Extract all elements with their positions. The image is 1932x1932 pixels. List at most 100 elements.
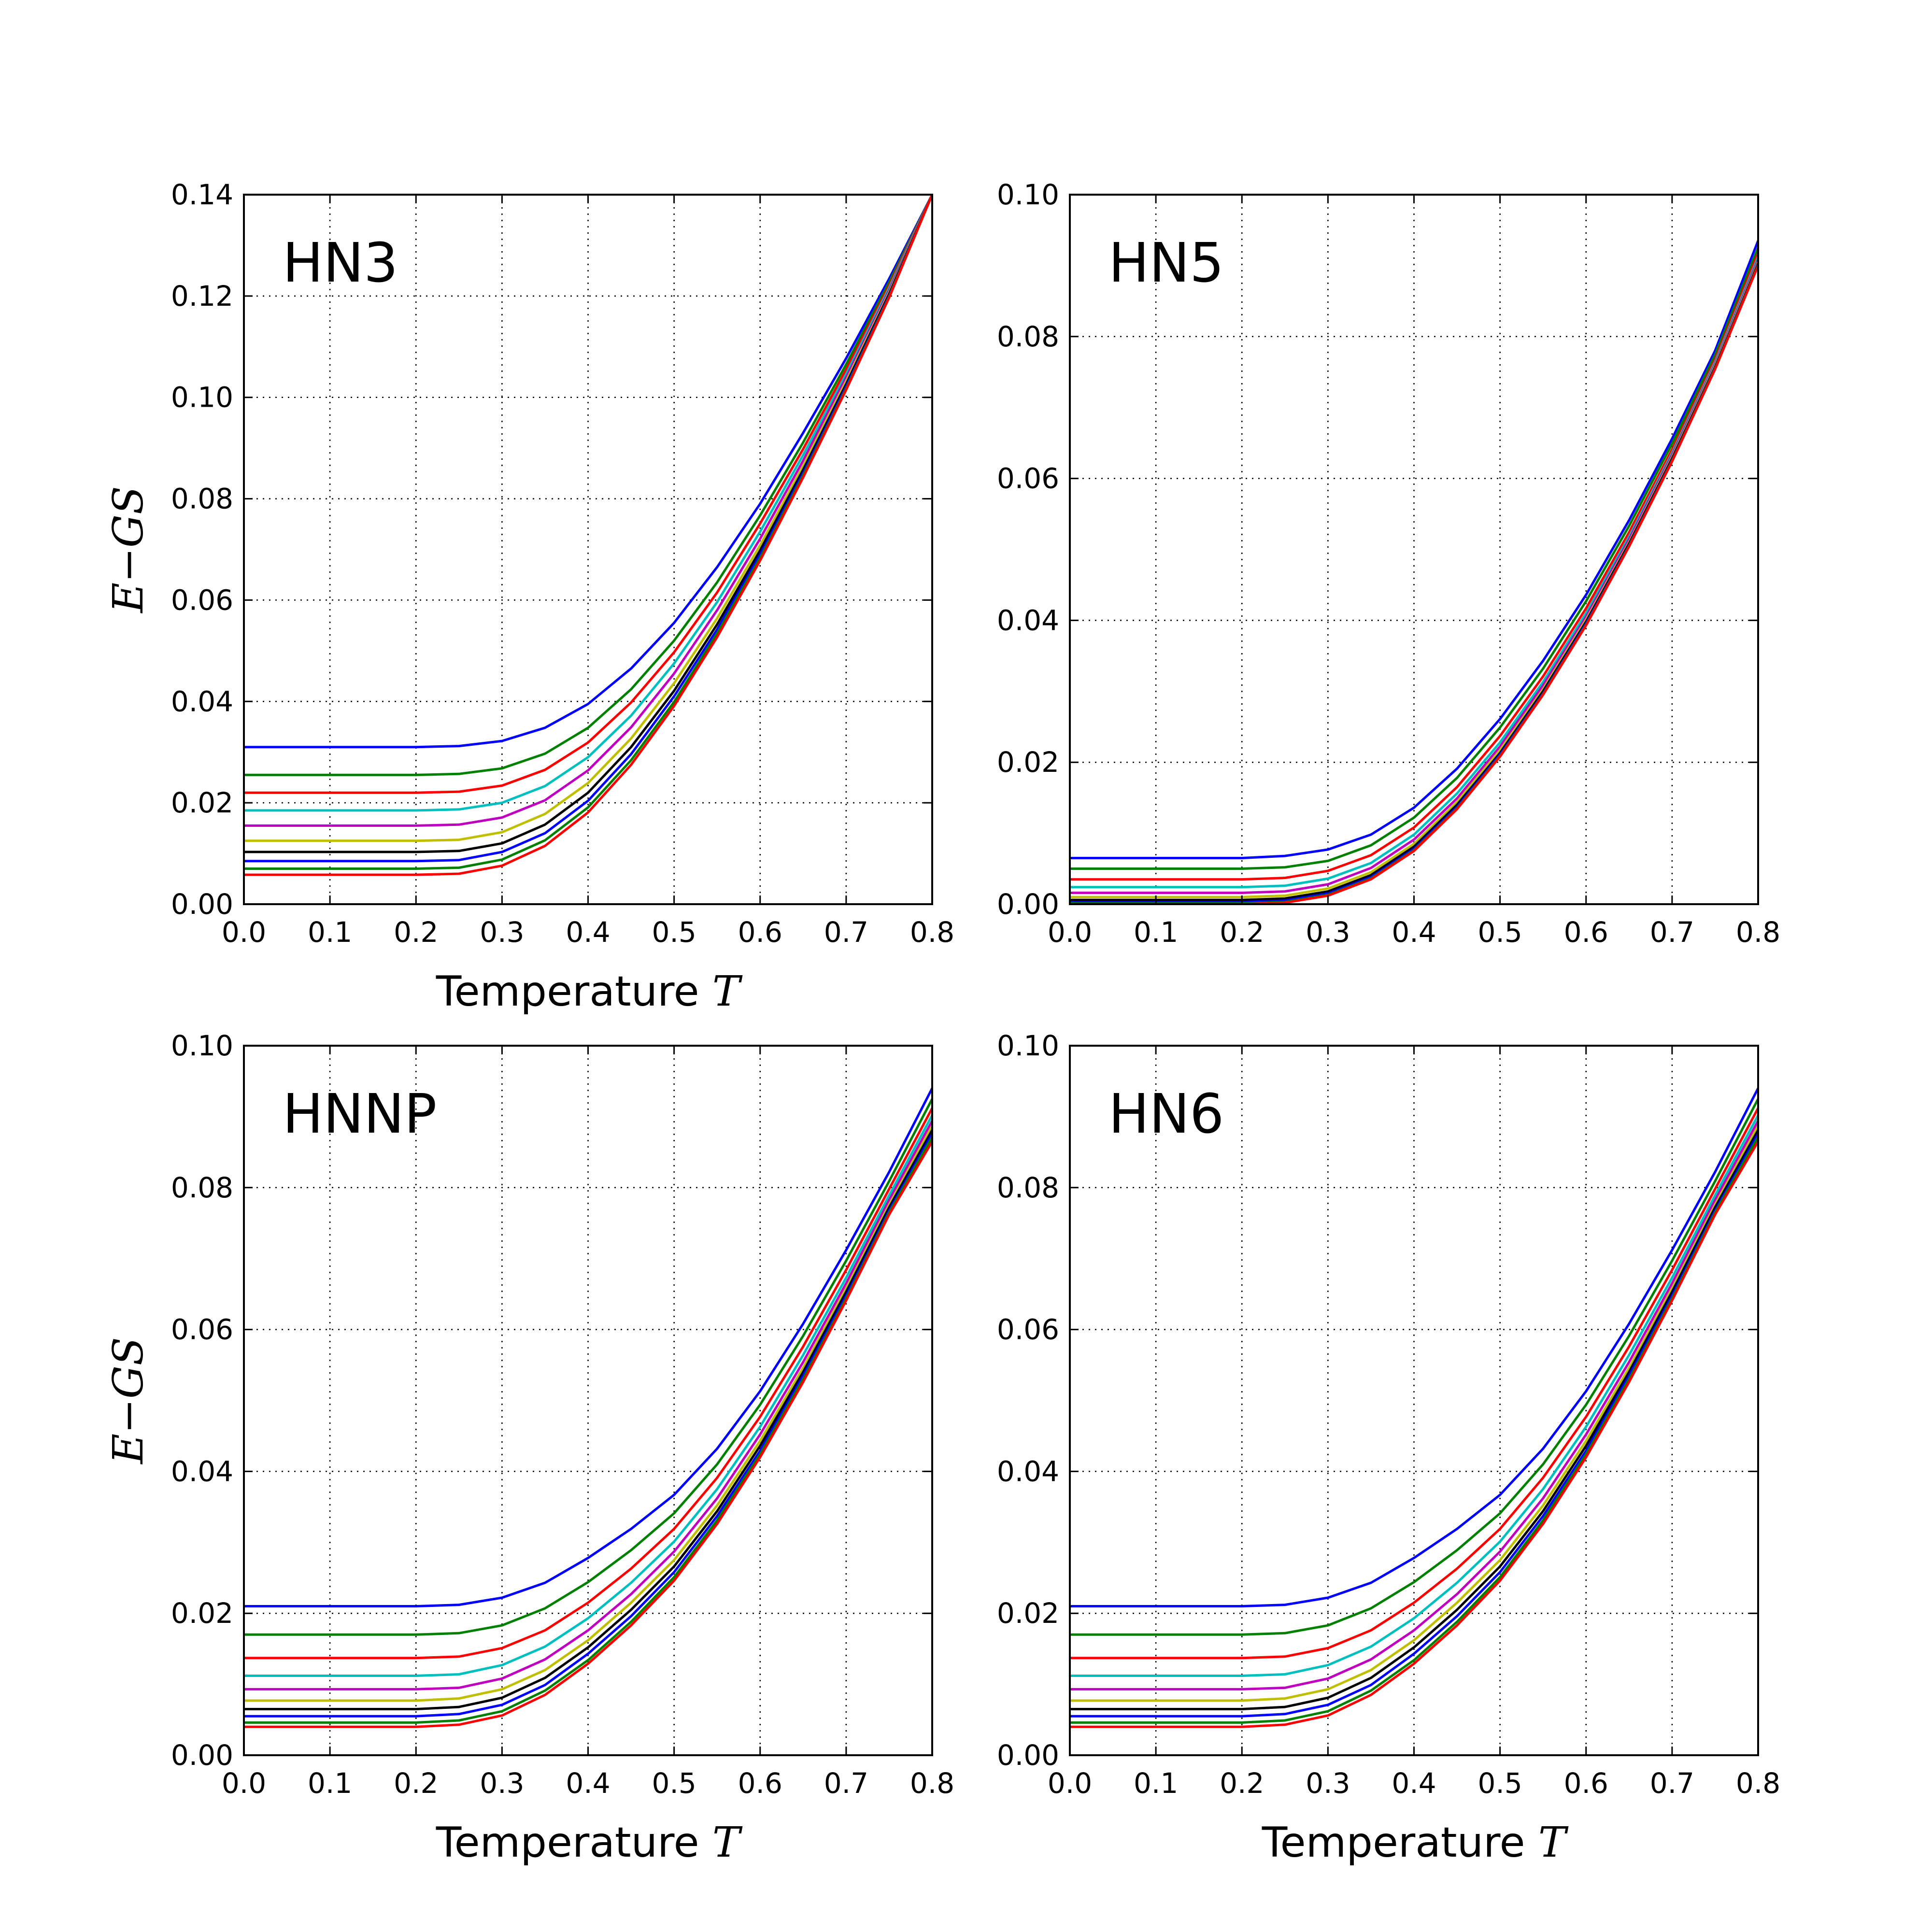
x-tick-label: 0.4 [566, 1767, 610, 1800]
series-line-9 [244, 195, 932, 876]
series-line-3 [244, 1114, 932, 1677]
x-tick-label: 0.4 [566, 916, 610, 949]
x-axis-label-text: Temperature [436, 1818, 712, 1867]
series-line-4 [1070, 1120, 1758, 1690]
series-line-7 [1070, 1132, 1758, 1718]
x-tick-label: 0.6 [738, 1767, 782, 1800]
x-tick-label: 0.2 [394, 1767, 438, 1800]
series-line-1 [1070, 246, 1758, 870]
x-tick-label: 0.4 [1392, 916, 1436, 949]
x-tick-label: 0.1 [1134, 1767, 1178, 1800]
x-tick-label: 0.6 [1564, 916, 1608, 949]
series-line-5 [244, 1124, 932, 1702]
series-line-4 [244, 1120, 932, 1690]
x-axis-label: Temperature T [436, 1818, 743, 1867]
y-tick-label: 0.08 [997, 320, 1059, 353]
x-tick-label: 0.3 [480, 916, 524, 949]
series-line-6 [244, 1129, 932, 1710]
series-line-0 [244, 195, 932, 749]
x-tick-label: 0.5 [652, 1767, 696, 1800]
x-tick-label: 0.1 [308, 1767, 352, 1800]
x-tick-label: 0.2 [1220, 1767, 1264, 1800]
chart-panel-0: 0.0 0.1 0.2 0.3 0.4 0.5 0.6 0.7 0.8 0.00 0.02 0.04 0… [104, 178, 954, 1016]
y-axis-label: E−GS [104, 1337, 153, 1464]
y-tick-label: 0.04 [171, 1455, 233, 1488]
series-line-8 [244, 1136, 932, 1724]
x-tick-label: 0.0 [1048, 916, 1092, 949]
series-line-4 [244, 195, 932, 827]
x-tick-label: 0.7 [824, 916, 868, 949]
series-line-6 [1070, 1129, 1758, 1710]
panel-label: HN6 [1108, 1083, 1224, 1146]
x-tick-label: 0.6 [738, 916, 782, 949]
x-tick-label: 0.7 [1650, 1767, 1694, 1800]
y-tick-label: 0.14 [171, 178, 233, 211]
y-axis-label-text: E−GS [104, 1337, 153, 1464]
y-tick-label: 0.02 [997, 746, 1059, 779]
series-line-1 [244, 195, 932, 776]
y-tick-label: 0.08 [171, 483, 233, 515]
series-line-9 [244, 1140, 932, 1728]
series-line-0 [244, 1087, 932, 1607]
series-group [1070, 240, 1758, 904]
x-tick-label: 0.2 [394, 916, 438, 949]
y-tick-label: 0.10 [171, 381, 233, 414]
x-tick-label: 0.3 [480, 1767, 524, 1800]
chart-panel-1: 0.0 0.1 0.2 0.3 0.4 0.5 0.6 0.7 0.8 0.00 0.02 0.04 0… [997, 178, 1780, 949]
y-axis-label: E−GS [104, 486, 153, 613]
x-tick-label: 0.5 [1478, 916, 1522, 949]
x-axis-label: Temperature T [1262, 1818, 1569, 1867]
x-tick-label: 0.2 [1220, 916, 1264, 949]
y-tick-label: 0.02 [997, 1597, 1059, 1630]
plot-frame [1069, 194, 1759, 905]
x-tick-label: 0.5 [1478, 1767, 1522, 1800]
x-tick-label: 0.6 [1564, 1767, 1608, 1800]
series-line-2 [244, 1107, 932, 1660]
series-line-8 [1070, 1136, 1758, 1724]
series-line-2 [1070, 252, 1758, 881]
x-axis-label: Temperature T [436, 967, 743, 1016]
chart-panel-3: 0.0 0.1 0.2 0.3 0.4 0.5 0.6 0.7 0.8 0.00 0.02 0.04 0… [997, 1029, 1780, 1867]
series-line-1 [244, 1097, 932, 1636]
x-tick-label: 0.0 [222, 916, 266, 949]
panel-label: HNNP [283, 1083, 437, 1146]
series-group [244, 195, 932, 876]
x-axis-label-text: Temperature [436, 967, 712, 1016]
x-tick-label: 0.5 [652, 916, 696, 949]
series-line-0 [1070, 1087, 1758, 1607]
x-tick-label: 0.3 [1306, 1767, 1350, 1800]
plot-frame [243, 1045, 933, 1756]
y-tick-label: 0.04 [997, 1455, 1059, 1488]
y-tick-label: 0.06 [997, 462, 1059, 495]
x-axis-label-symbol: T [1538, 1818, 1569, 1867]
y-tick-label: 0.00 [997, 1739, 1059, 1772]
x-tick-label: 0.8 [910, 1767, 954, 1800]
series-line-5 [244, 195, 932, 842]
y-tick-label: 0.10 [171, 1029, 233, 1062]
y-tick-label: 0.00 [997, 888, 1059, 921]
x-axis-label-symbol: T [712, 1818, 743, 1867]
y-tick-label: 0.00 [171, 888, 233, 921]
y-tick-label: 0.12 [171, 280, 233, 313]
x-tick-label: 0.1 [1134, 916, 1178, 949]
x-tick-label: 0.8 [1736, 1767, 1780, 1800]
chart-panel-2: 0.0 0.1 0.2 0.3 0.4 0.5 0.6 0.7 0.8 0.00 0.02 0.04 0… [104, 1029, 954, 1867]
series-line-2 [244, 195, 932, 794]
y-tick-label: 0.02 [171, 1597, 233, 1630]
plot-frame [243, 194, 933, 905]
y-tick-label: 0.10 [997, 1029, 1059, 1062]
y-tick-label: 0.08 [997, 1171, 1059, 1204]
series-line-3 [244, 195, 932, 812]
y-tick-label: 0.06 [171, 1313, 233, 1346]
series-line-5 [1070, 1124, 1758, 1702]
y-tick-label: 0.06 [997, 1313, 1059, 1346]
series-line-9 [1070, 264, 1758, 904]
series-group [244, 1087, 932, 1728]
series-line-7 [244, 1132, 932, 1718]
series-line-3 [1070, 1114, 1758, 1677]
x-tick-label: 0.8 [910, 916, 954, 949]
y-tick-label: 0.10 [997, 178, 1059, 211]
x-axis-label-symbol: T [712, 967, 743, 1016]
